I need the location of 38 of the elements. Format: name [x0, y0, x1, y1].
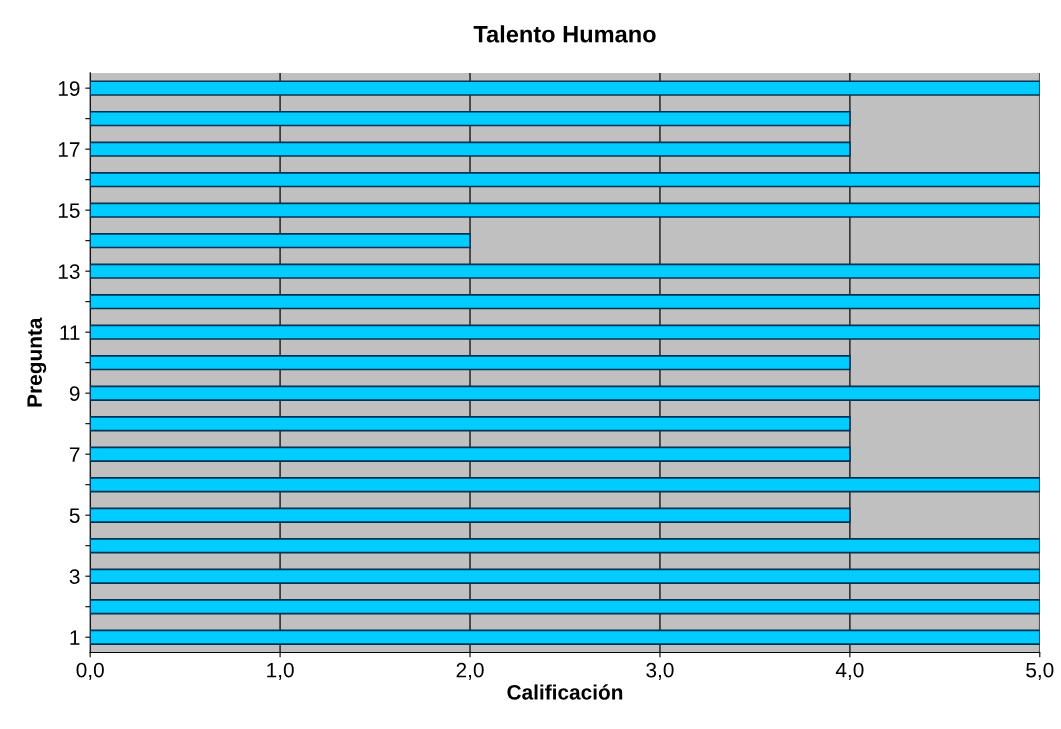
y-tick-label: 13 — [58, 264, 80, 279]
y-tick-label: 19 — [58, 81, 80, 96]
x-tick-label: 1,0 — [267, 662, 294, 680]
bar — [90, 141, 851, 157]
bar — [90, 568, 1040, 584]
bar — [90, 537, 1040, 554]
x-tick-label: 5,0 — [1026, 662, 1054, 680]
bar — [90, 629, 1040, 645]
x-tick-label: 4,0 — [835, 662, 864, 680]
y-tick-label: 7 — [69, 447, 80, 462]
bar — [90, 415, 851, 432]
y-tick-label: 5 — [69, 508, 80, 523]
y-tick-label: 1 — [70, 630, 80, 645]
x-tick-label: 3,0 — [646, 662, 674, 680]
bar — [90, 476, 1040, 493]
y-axis-title: Pregunta — [27, 317, 47, 407]
y-tick-label: 9 — [69, 386, 80, 401]
bar — [90, 110, 851, 127]
bar — [90, 263, 1040, 279]
bar — [90, 171, 1040, 188]
y-tick-label: 15 — [58, 203, 80, 218]
x-tick-label: 2,0 — [456, 662, 484, 680]
bar — [90, 354, 851, 371]
bar — [90, 385, 1040, 401]
chart-title: Talento Humano — [473, 25, 656, 43]
bar — [90, 599, 1040, 615]
y-tick-label: 11 — [60, 325, 80, 340]
y-tick-label: 17 — [58, 142, 80, 157]
bar — [90, 446, 851, 462]
bar — [90, 232, 471, 249]
x-tick-label: 0,0 — [76, 662, 104, 680]
bar — [90, 324, 1040, 340]
bar — [90, 80, 1040, 96]
bar — [90, 507, 851, 523]
x-axis-title: Calificación — [507, 684, 623, 700]
bar — [90, 293, 1040, 310]
bar — [90, 202, 1040, 218]
y-tick-label: 3 — [69, 569, 80, 584]
